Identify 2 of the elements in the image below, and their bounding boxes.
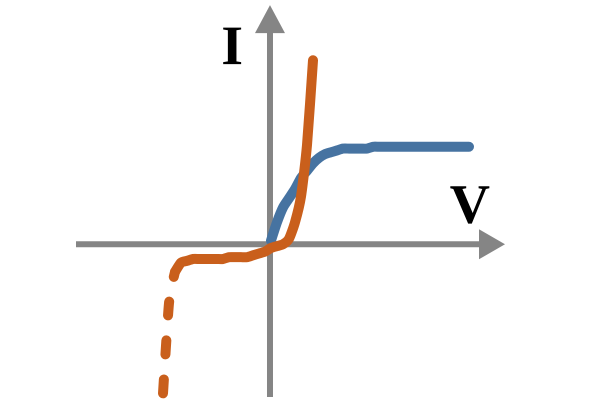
x-axis-title: V bbox=[450, 186, 490, 224]
y-axis-title: I bbox=[223, 28, 242, 64]
